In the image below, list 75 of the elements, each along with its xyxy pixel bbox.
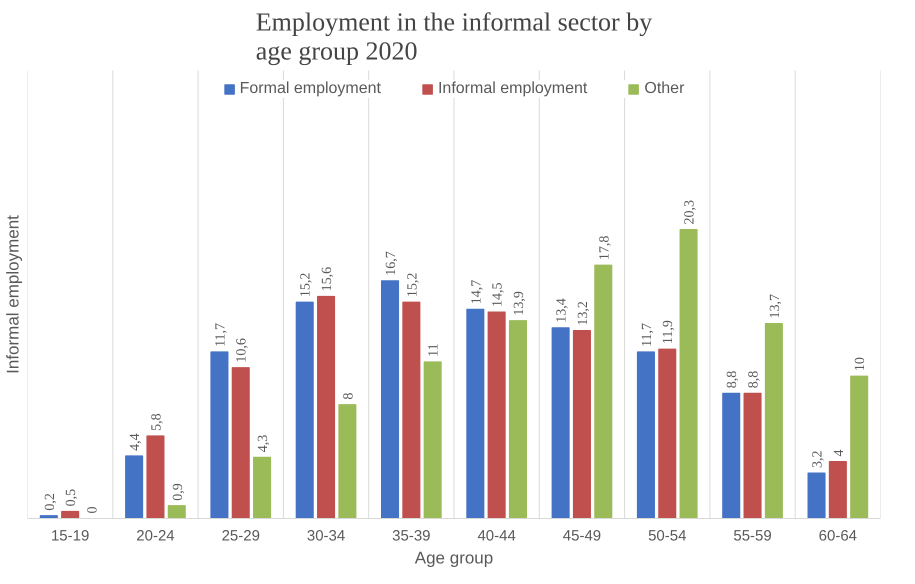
chart-title: Employment in the informal sector by age group 2020 bbox=[256, 8, 652, 66]
legend-label: Other bbox=[644, 80, 684, 98]
bar bbox=[61, 510, 80, 518]
data-label: 13,2 bbox=[576, 301, 591, 326]
data-label: 14,5 bbox=[490, 282, 506, 308]
x-tick-label: 60-64 bbox=[818, 528, 858, 544]
bar bbox=[850, 376, 868, 518]
bar bbox=[424, 361, 442, 518]
data-label: 0,2 bbox=[42, 493, 58, 511]
x-tick-label: 45-49 bbox=[562, 528, 602, 544]
data-label: 8,8 bbox=[725, 370, 740, 388]
data-label: 3,2 bbox=[810, 450, 826, 468]
data-label: 0,9 bbox=[170, 483, 186, 501]
data-label: 0,5 bbox=[64, 488, 80, 506]
bar bbox=[807, 472, 826, 518]
data-label: 11,7 bbox=[213, 322, 228, 347]
bar bbox=[764, 322, 783, 518]
data-label: 11,9 bbox=[661, 320, 676, 344]
bar bbox=[338, 404, 356, 518]
data-label: 8,8 bbox=[746, 370, 762, 388]
x-tick-label: 50-54 bbox=[648, 528, 686, 544]
bar bbox=[402, 302, 420, 518]
bar bbox=[125, 455, 144, 518]
x-tick-label: 40-44 bbox=[477, 528, 516, 544]
bar bbox=[380, 280, 400, 518]
data-label: 16,7 bbox=[384, 251, 400, 276]
data-label: 13,4 bbox=[554, 298, 570, 323]
bar bbox=[636, 351, 655, 518]
x-tick-label: 25-29 bbox=[222, 528, 260, 544]
bar bbox=[232, 367, 250, 518]
legend-label: Formal employment bbox=[240, 80, 381, 98]
y-axis-title: Informal employment bbox=[4, 214, 22, 374]
bar bbox=[572, 330, 591, 518]
bar bbox=[253, 456, 272, 518]
data-label: 5,8 bbox=[149, 413, 164, 431]
bar bbox=[508, 320, 528, 518]
x-tick-label: 55-59 bbox=[733, 528, 772, 544]
data-label: 11,7 bbox=[640, 322, 655, 347]
x-tick-label: 20-24 bbox=[136, 528, 175, 544]
x-tick-label: 35-39 bbox=[392, 528, 431, 544]
data-label: 0 bbox=[85, 506, 100, 514]
bar bbox=[317, 296, 336, 518]
bar bbox=[40, 515, 58, 518]
data-label: 13,7 bbox=[768, 294, 783, 318]
x-tick-label: 15-19 bbox=[50, 528, 90, 544]
data-label: 11 bbox=[426, 343, 442, 357]
data-label: 4,4 bbox=[128, 433, 144, 451]
bar bbox=[466, 308, 484, 518]
bar bbox=[594, 264, 612, 518]
bar bbox=[828, 461, 847, 518]
bar bbox=[744, 392, 762, 518]
data-label: 15,2 bbox=[405, 272, 420, 298]
bar bbox=[680, 228, 698, 518]
data-label: 15,6 bbox=[320, 266, 336, 292]
bar bbox=[168, 505, 186, 518]
x-axis-title: Age group bbox=[414, 548, 494, 568]
data-label: 20,3 bbox=[682, 200, 698, 224]
bar bbox=[488, 312, 506, 518]
legend-label: Informal employment bbox=[438, 80, 588, 98]
data-label: 8 bbox=[341, 392, 356, 400]
data-label: 14,7 bbox=[469, 280, 484, 304]
data-label: 10,6 bbox=[234, 338, 250, 363]
data-label: 13,9 bbox=[512, 291, 527, 316]
x-tick-label: 30-34 bbox=[306, 528, 346, 544]
data-label: 17,8 bbox=[597, 236, 612, 260]
bar bbox=[210, 351, 228, 518]
data-label: 4,3 bbox=[256, 434, 272, 452]
data-label: 15,2 bbox=[298, 272, 314, 298]
bar bbox=[146, 435, 164, 518]
bar bbox=[722, 392, 740, 518]
bar bbox=[658, 348, 676, 518]
bar bbox=[552, 327, 570, 518]
data-label: 4 bbox=[832, 450, 847, 457]
data-label: 10 bbox=[853, 357, 868, 372]
bar bbox=[296, 302, 314, 518]
